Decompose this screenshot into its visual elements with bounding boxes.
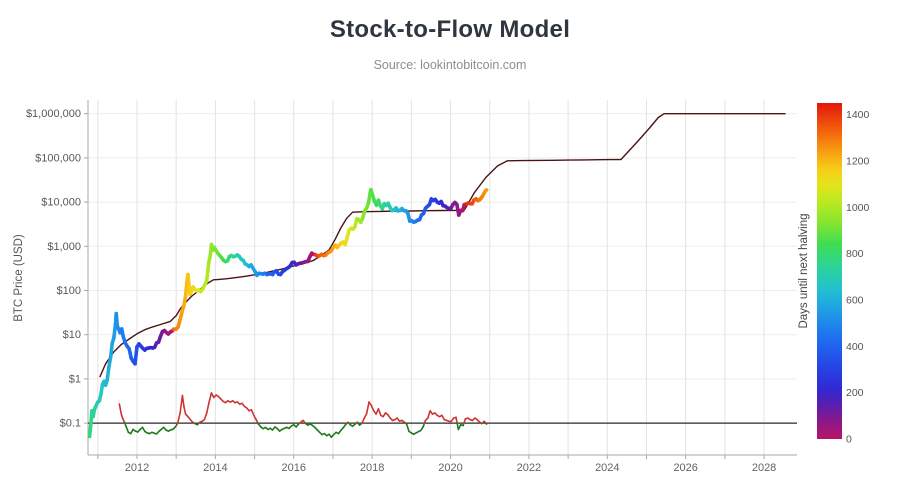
x-tick-label: 2026 <box>673 462 697 474</box>
model-path <box>99 113 786 378</box>
divergence-segment <box>361 417 366 424</box>
colorbar-tick-label: 800 <box>846 248 864 260</box>
gridlines <box>88 100 797 455</box>
x-tick-label: 2022 <box>517 462 541 474</box>
divergence-segment <box>455 416 458 424</box>
y-tick-label: $10,000 <box>41 197 81 209</box>
x-tick-label: 2012 <box>125 462 149 474</box>
price-segment <box>204 261 211 283</box>
colorbar: 0 200 400 600 800 1000 1200 1400 <box>817 103 870 446</box>
divergence-line <box>118 392 488 439</box>
x-tick-label: 2028 <box>752 462 776 474</box>
colorbar-tick-label: 600 <box>846 294 864 306</box>
colorbar-tick-label: 200 <box>846 387 864 399</box>
divergence-segment <box>181 394 185 408</box>
divergence-segment <box>183 406 187 415</box>
y-tick-label: $1 <box>69 373 81 385</box>
divergence-segment <box>370 404 375 412</box>
divergence-segment <box>377 408 382 417</box>
divergence-segment <box>365 401 370 415</box>
divergence-segment <box>210 392 215 399</box>
divergence-segment <box>457 423 462 431</box>
divergence-segment <box>484 422 488 425</box>
price-segment <box>112 322 118 340</box>
y-tick-label: $10 <box>63 329 81 341</box>
divergence-segment <box>176 412 181 424</box>
x-tick-label: 2024 <box>595 462 619 474</box>
divergence-segment <box>205 401 210 414</box>
divergence-segment <box>363 412 368 419</box>
colorbar-tick-label: 1400 <box>846 109 870 121</box>
price-segment <box>106 354 113 370</box>
divergence-segment <box>203 412 208 421</box>
x-tick-label: 2016 <box>282 462 306 474</box>
price-segment <box>133 345 139 366</box>
x-tick-label: 2018 <box>360 462 384 474</box>
model-line <box>99 113 786 378</box>
price-segment <box>114 311 120 329</box>
price-segment <box>483 188 489 193</box>
chart-subtitle: Source: lookintobitcoin.com <box>373 58 527 72</box>
x-tick-label: 2014 <box>203 462 227 474</box>
divergence-segment <box>252 414 257 421</box>
colorbar-tick-label: 400 <box>846 341 864 353</box>
colorbar-tick-label: 0 <box>846 434 852 446</box>
y-tick-label: $100,000 <box>35 152 81 164</box>
price-line <box>87 187 489 439</box>
y-tick-label: $100 <box>57 285 81 297</box>
price-segment <box>108 341 115 359</box>
axes: 2012 2014 2016 2018 2020 2022 2024 2026 2028 $0.1… <box>26 100 797 474</box>
x-tick-label: 2020 <box>438 462 462 474</box>
divergence-segment <box>120 413 124 420</box>
colorbar-tick-label: 1200 <box>846 155 870 167</box>
price-segment <box>87 423 93 439</box>
price-segment <box>186 272 191 289</box>
divergence-segment <box>405 423 410 433</box>
divergence-segment <box>118 403 123 415</box>
price-segment <box>105 365 111 382</box>
divergence-segment <box>250 409 255 417</box>
y-tick-label: $0.1 <box>60 418 81 430</box>
colorbar-tick-label: 1000 <box>846 202 870 214</box>
y-axis-title: BTC Price (USD) <box>13 234 25 322</box>
y-tick-label: $1,000 <box>47 241 81 253</box>
chart-title: Stock-to-Flow Model <box>329 16 571 43</box>
divergence-segment <box>125 425 130 434</box>
y-tick-label: $1,000,000 <box>26 108 81 120</box>
divergence-segment <box>208 392 213 403</box>
colorbar-gradient <box>817 103 842 439</box>
colorbar-title: Days until next halving <box>798 213 810 328</box>
divergence-segment <box>441 414 446 421</box>
divergence-segment <box>427 409 431 419</box>
